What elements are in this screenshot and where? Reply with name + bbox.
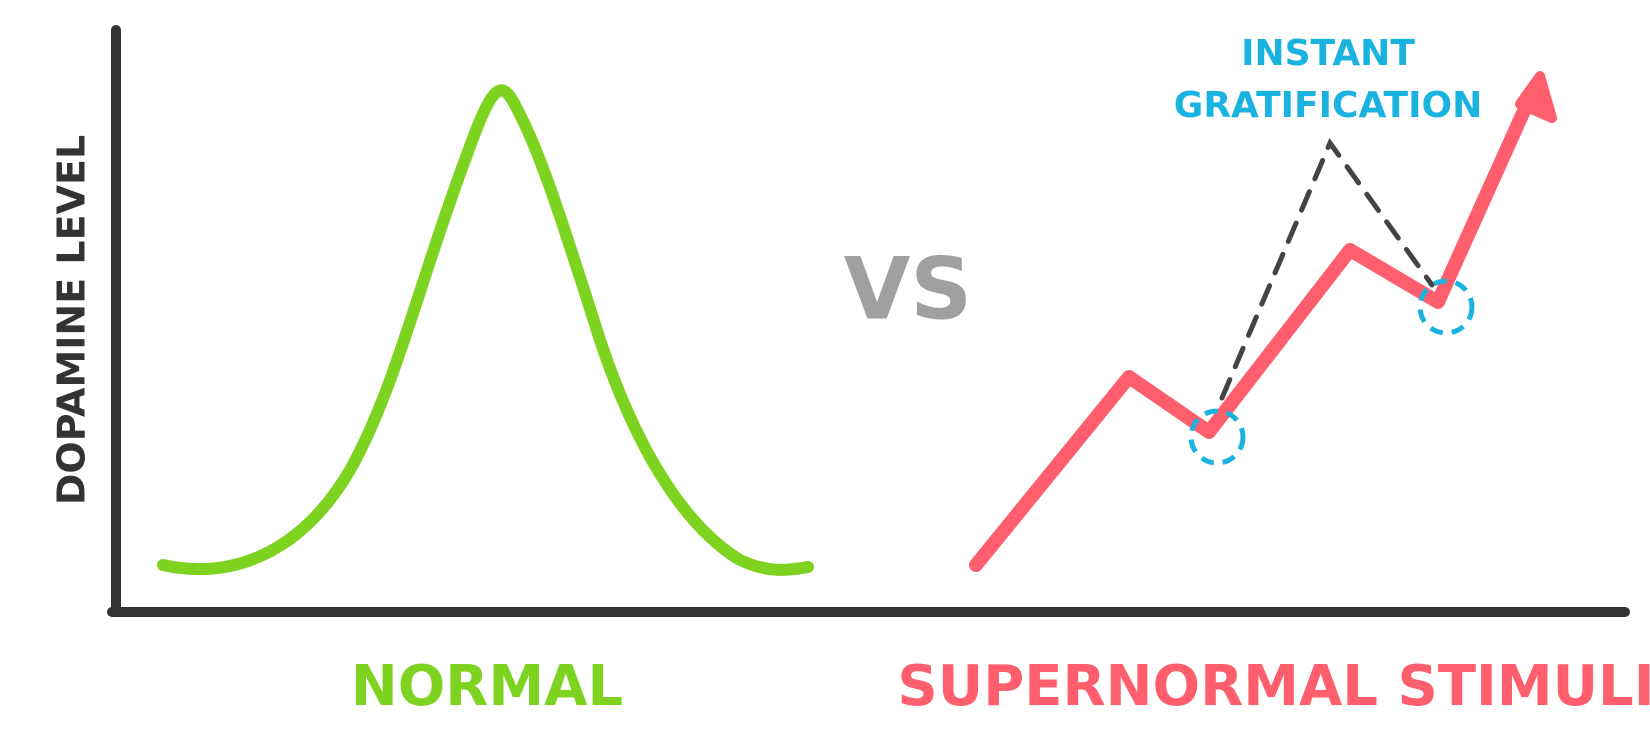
vs-label: VS (844, 239, 973, 339)
supernormal-arrowhead (1515, 71, 1557, 123)
dip-marker-circle (1417, 278, 1475, 336)
normal-label: NORMAL (351, 654, 623, 719)
supernormal-line (969, 86, 1539, 572)
supernormal-stimuli-label: SUPERNORMAL STIMULI (897, 654, 1650, 719)
instant-gratification-label-line2: GRATIFICATION (1174, 85, 1482, 126)
instant-gratification-label-line1: INSTANT (1241, 33, 1415, 74)
normal-curve (157, 84, 814, 576)
instant-gratification-dashed-line (1219, 137, 1435, 401)
y-axis-label: DOPAMINE LEVEL (50, 135, 94, 505)
dip-marker-circle (1188, 408, 1246, 466)
